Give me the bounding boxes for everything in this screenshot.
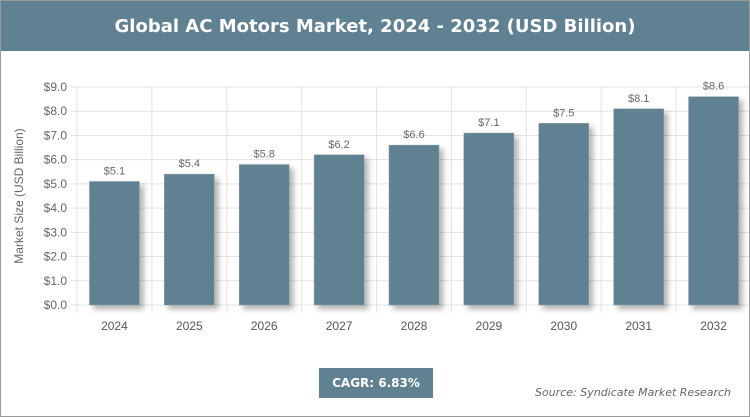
x-tick-label: 2025: [176, 319, 203, 333]
y-tick-label: $6.0: [44, 153, 68, 167]
y-tick-label: $3.0: [44, 225, 68, 239]
bar-chart: $0.0 $1.0 $2.0 $3.0 $4.0 $5.0 $6.0 $7.0 $8.0 $9.0…: [12, 80, 749, 333]
bar: [463, 132, 515, 306]
x-tick-label: 2031: [625, 319, 652, 333]
bar: [89, 181, 140, 306]
bar: [164, 173, 215, 306]
chart-title: Global AC Motors Market, 2024 - 2032 (US…: [1, 1, 749, 51]
x-tick-label: 2026: [251, 319, 278, 333]
bar: [688, 96, 739, 306]
data-label: $5.4: [179, 158, 200, 170]
y-tick-label: $1.0: [44, 274, 68, 288]
x-tick-label: 2029: [476, 319, 503, 333]
y-tick-label: $8.0: [44, 104, 68, 118]
bar: [538, 123, 590, 306]
y-axis-label: Market Size (USD Billion): [12, 128, 26, 263]
data-label: $8.1: [628, 93, 649, 105]
x-tick-label: 2024: [101, 319, 128, 333]
data-label: $6.6: [403, 129, 424, 141]
bar: [613, 108, 664, 306]
cagr-badge: CAGR: 6.83%: [319, 368, 433, 398]
data-label: $5.8: [254, 149, 275, 161]
x-tick-label: 2028: [401, 319, 428, 333]
bar: [313, 154, 365, 306]
bar: [238, 164, 290, 306]
y-tick-label: $9.0: [44, 80, 68, 94]
y-tick-label: $5.0: [44, 177, 68, 191]
data-label: $7.5: [553, 107, 574, 119]
data-label: $7.1: [478, 117, 499, 129]
data-label: $6.2: [328, 139, 349, 151]
y-tick-label: $7.0: [44, 128, 68, 142]
data-label: $5.1: [104, 165, 125, 177]
y-tick-label: $4.0: [44, 201, 68, 215]
data-label: $8.6: [703, 81, 724, 93]
x-tick-label: 2032: [700, 319, 727, 333]
y-tick-label: $2.0: [44, 250, 68, 264]
x-tick-label: 2030: [550, 319, 577, 333]
x-tick-label: 2027: [326, 319, 353, 333]
y-tick-label: $0.0: [44, 298, 68, 312]
bar: [388, 144, 440, 306]
source-note: Source: Syndicate Market Research: [535, 386, 731, 399]
